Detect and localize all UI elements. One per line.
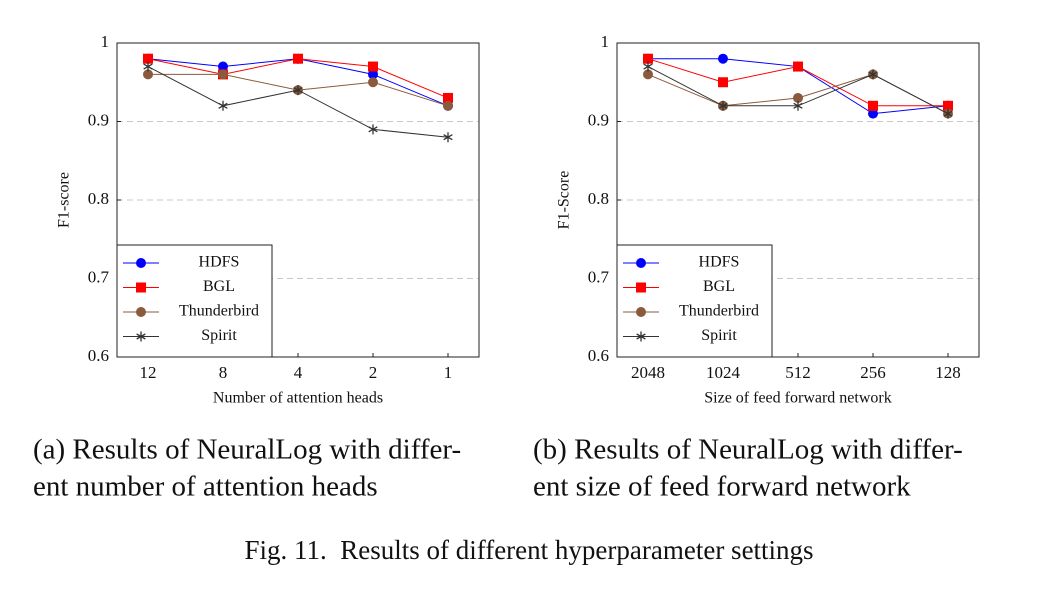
x-tick-label: 4 <box>294 363 303 382</box>
marker <box>368 69 378 80</box>
legend-label: BGL <box>203 278 235 295</box>
legend-marker <box>636 307 646 317</box>
y-tick-label: 0.9 <box>88 110 109 129</box>
x-tick-label: 12 <box>140 363 157 382</box>
marker <box>368 124 378 135</box>
subcaption: ent number of attention heads <box>33 471 378 503</box>
subcaption: (a) Results of NeuralLog with differ- <box>33 434 461 466</box>
marker <box>868 100 878 111</box>
marker <box>868 69 878 80</box>
marker <box>293 53 303 64</box>
marker <box>143 69 153 80</box>
y-tick-label: 0.9 <box>588 110 609 129</box>
marker <box>868 108 878 119</box>
marker <box>368 77 378 88</box>
x-tick-label: 8 <box>219 363 228 382</box>
legend-label: BGL <box>703 278 735 295</box>
marker <box>793 100 803 111</box>
x-axis-label: Size of feed forward network <box>704 390 891 407</box>
legend-marker <box>136 258 146 268</box>
subcaption: ent size of feed forward network <box>533 471 911 503</box>
marker <box>643 53 653 64</box>
marker <box>643 61 653 72</box>
marker <box>293 85 303 96</box>
y-axis-label: F1-score <box>56 172 73 228</box>
marker <box>218 100 228 111</box>
x-tick-label: 1024 <box>706 363 741 382</box>
legend-marker <box>136 307 146 317</box>
y-tick-label: 0.8 <box>588 189 609 208</box>
x-tick-label: 1 <box>444 363 453 382</box>
legend-label: HDFS <box>699 254 740 271</box>
series-line <box>147 58 449 107</box>
y-tick-label: 0.6 <box>588 346 609 365</box>
legend-marker <box>636 331 646 342</box>
legend-marker <box>136 282 146 293</box>
y-tick-label: 0.6 <box>88 346 109 365</box>
legend-marker <box>636 282 646 293</box>
y-tick-label: 0.7 <box>588 267 610 286</box>
marker <box>643 69 653 80</box>
marker <box>218 61 228 72</box>
x-tick-label: 512 <box>785 363 811 382</box>
y-axis-label: F1-Score <box>556 171 573 230</box>
y-tick-label: 0.8 <box>88 189 109 208</box>
figure-caption: Fig. 11. Results of different hyperparam… <box>244 535 813 565</box>
legend-label: Spirit <box>201 327 237 344</box>
marker <box>943 100 953 111</box>
x-tick-label: 128 <box>935 363 961 382</box>
marker <box>443 132 453 143</box>
x-tick-label: 2048 <box>631 363 665 382</box>
marker <box>218 69 228 80</box>
legend-label: Thunderbird <box>679 303 759 320</box>
marker <box>718 100 728 111</box>
legend-label: HDFS <box>199 254 240 271</box>
marker <box>443 100 453 111</box>
marker <box>718 53 728 64</box>
marker <box>368 61 378 72</box>
marker <box>793 61 803 72</box>
marker <box>943 108 953 119</box>
subcaption: (b) Results of NeuralLog with differ- <box>533 434 963 466</box>
marker <box>443 92 453 103</box>
marker <box>718 77 728 88</box>
y-tick-label: 0.7 <box>88 267 110 286</box>
legend-marker <box>636 258 646 268</box>
y-tick-label: 1 <box>101 32 110 51</box>
marker <box>143 53 153 64</box>
marker <box>793 92 803 103</box>
x-tick-label: 2 <box>369 363 378 382</box>
y-tick-label: 1 <box>601 32 610 51</box>
series-line <box>147 66 449 138</box>
legend-marker <box>136 331 146 342</box>
legend-label: Thunderbird <box>179 303 259 320</box>
legend-label: Spirit <box>701 327 737 344</box>
x-tick-label: 256 <box>860 363 886 382</box>
marker <box>143 61 153 72</box>
x-axis-label: Number of attention heads <box>213 390 383 407</box>
